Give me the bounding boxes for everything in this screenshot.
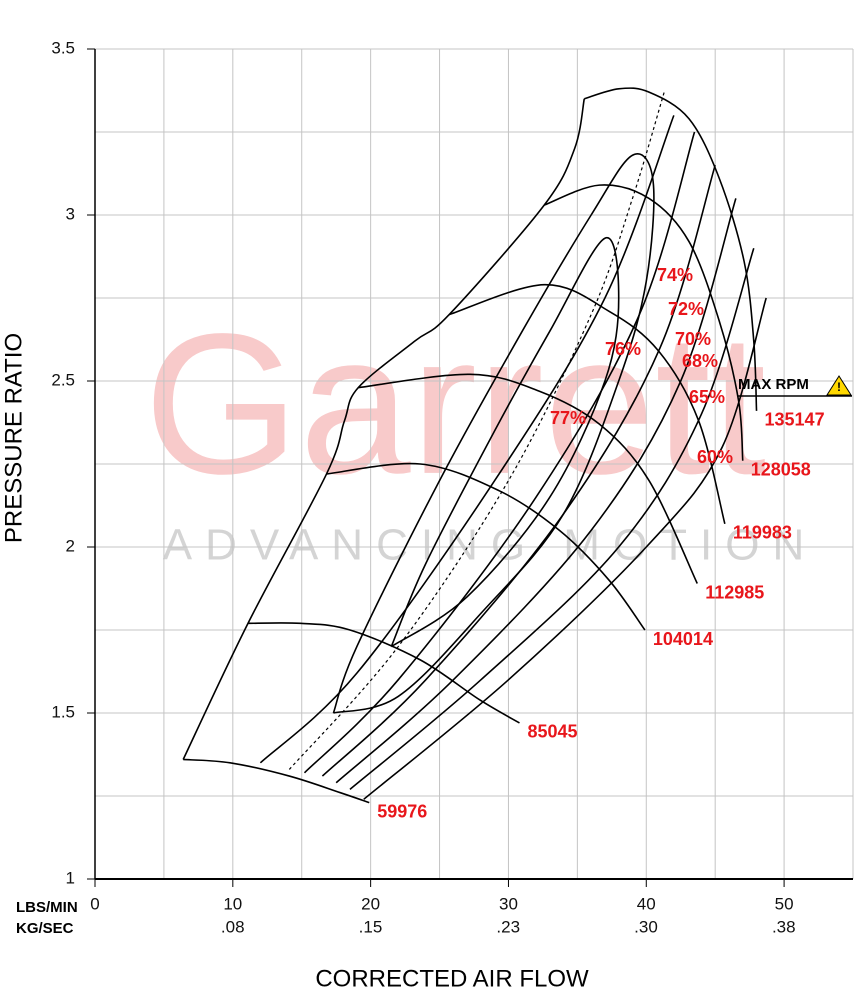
x-tick-label: 30 bbox=[499, 894, 518, 913]
watermark: Garrett ADVANCING MOTION bbox=[144, 293, 818, 570]
x-tick-label: 0 bbox=[90, 894, 99, 913]
speed-line bbox=[326, 462, 646, 631]
speed-label: 85045 bbox=[527, 722, 577, 742]
efficiency-label: 70% bbox=[675, 329, 711, 349]
max-rpm-label: MAX RPM bbox=[738, 376, 809, 393]
efficiency-contour bbox=[259, 115, 675, 764]
x2-tick-label: .08 bbox=[221, 917, 245, 936]
x-tick-label: 20 bbox=[361, 894, 380, 913]
efficiency-contour bbox=[390, 237, 620, 648]
x2-unit: KG/SEC bbox=[16, 920, 74, 937]
y-tick-label: 2.5 bbox=[51, 370, 75, 389]
x2-tick-label: .30 bbox=[634, 917, 658, 936]
y-tick-label: 3 bbox=[66, 204, 75, 223]
speed-line bbox=[544, 184, 744, 461]
x-unit: LBS/MIN bbox=[16, 899, 78, 916]
efficiency-label: 68% bbox=[682, 351, 718, 371]
speed-label: 112985 bbox=[705, 582, 764, 602]
y-tick-label: 2 bbox=[66, 536, 75, 555]
speed-label: 59976 bbox=[377, 801, 427, 821]
speed-line bbox=[448, 283, 726, 524]
efficiency-label: 72% bbox=[668, 299, 704, 319]
x2-tick-label: .23 bbox=[496, 917, 520, 936]
max-rpm: MAX RPM ! bbox=[738, 375, 852, 397]
y-axis-title: PRESSURE RATIO bbox=[0, 333, 27, 543]
speed-label: 135147 bbox=[765, 410, 825, 430]
speed-line bbox=[584, 87, 758, 411]
speed-label: 104014 bbox=[653, 629, 713, 649]
y-tick-label: 1 bbox=[66, 868, 75, 887]
warning-icon bbox=[826, 375, 852, 396]
speed-label: 128058 bbox=[751, 459, 811, 479]
y-tick-label: 3.5 bbox=[51, 38, 75, 57]
watermark-title: Garrett bbox=[144, 293, 766, 516]
y-tick-label: 1.5 bbox=[51, 702, 75, 721]
x-tick-label: 50 bbox=[775, 894, 794, 913]
surge-line bbox=[182, 98, 586, 760]
efficiency-contour bbox=[349, 247, 755, 790]
efficiency-label: 60% bbox=[697, 447, 733, 467]
speed-line bbox=[183, 758, 370, 804]
dotted-line bbox=[288, 91, 665, 770]
efficiency-label: 76% bbox=[605, 339, 641, 359]
x2-tick-label: .38 bbox=[772, 917, 796, 936]
efficiency-contour bbox=[332, 153, 655, 714]
labels: 1 1.5 2 2.5 3 3.5 0 10 20 30 40 50 .08 .15 .23 .30 .38 59… bbox=[51, 38, 824, 936]
x-tick-label: 40 bbox=[637, 894, 656, 913]
warning-mark: ! bbox=[837, 380, 841, 394]
efficiency-contour bbox=[303, 131, 696, 774]
efficiency-contour bbox=[321, 164, 716, 777]
efficiency-label: 65% bbox=[689, 387, 725, 407]
efficiency-label: 74% bbox=[657, 265, 693, 285]
x2-tick-label: .15 bbox=[359, 917, 383, 936]
speed-line bbox=[247, 622, 520, 724]
speed-label: 119983 bbox=[733, 523, 792, 543]
x-axis-title: CORRECTED AIR FLOW bbox=[315, 965, 589, 992]
efficiency-label: 77% bbox=[550, 408, 586, 428]
x-tick-label: 10 bbox=[223, 894, 242, 913]
efficiency-contour bbox=[335, 198, 737, 784]
grid bbox=[87, 48, 854, 887]
speed-line bbox=[358, 373, 698, 584]
watermark-subtitle: ADVANCING MOTION bbox=[163, 521, 818, 570]
curves bbox=[182, 87, 767, 804]
